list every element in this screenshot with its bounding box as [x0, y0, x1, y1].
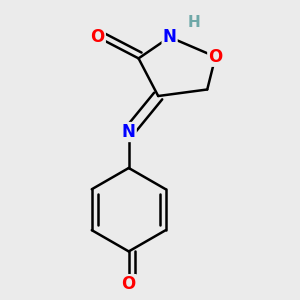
- Text: O: O: [91, 28, 105, 46]
- Text: N: N: [122, 123, 136, 141]
- Text: O: O: [208, 48, 223, 66]
- Text: N: N: [163, 28, 177, 46]
- Text: O: O: [122, 275, 136, 293]
- Text: H: H: [188, 15, 200, 30]
